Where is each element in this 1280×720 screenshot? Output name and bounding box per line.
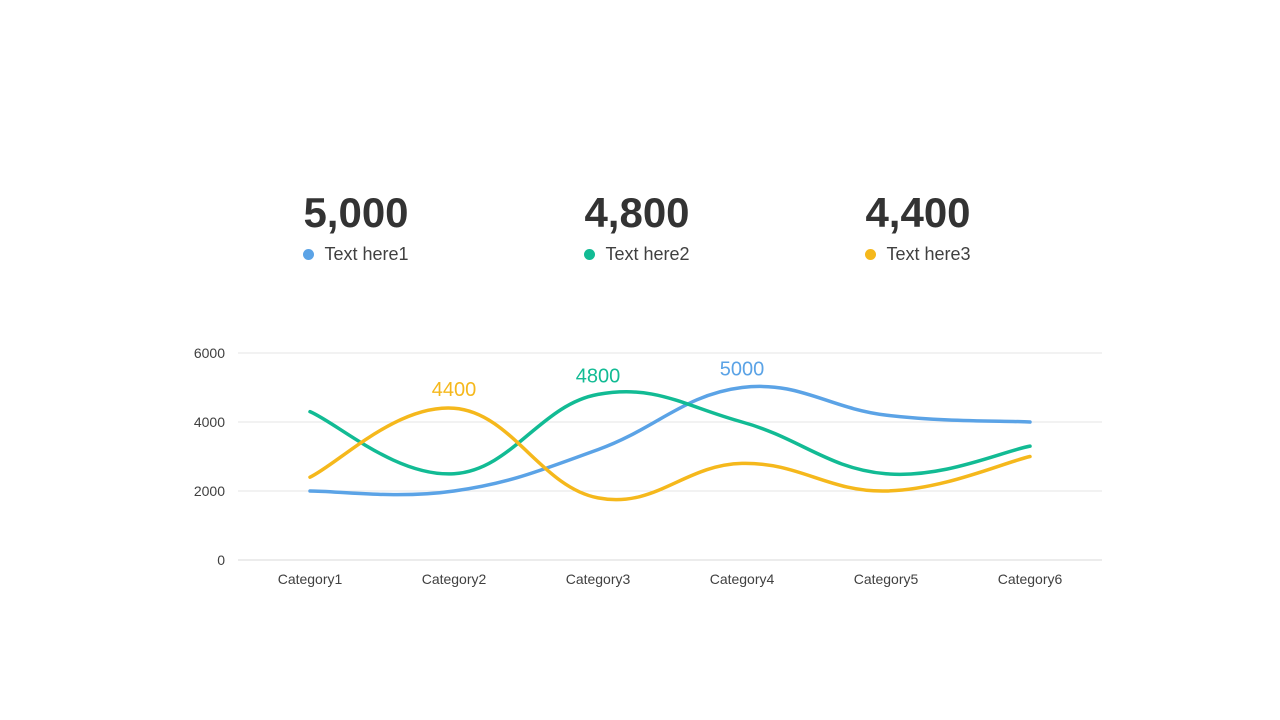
- data-label-2: 4800: [576, 365, 621, 387]
- y-tick-label: 2000: [194, 483, 225, 499]
- stat-label-2: Text here2: [605, 244, 690, 264]
- x-tick-label: Category2: [422, 571, 487, 587]
- x-tick-label: Category1: [278, 571, 343, 587]
- stat-label-1: Text here1: [324, 244, 409, 264]
- legend-dot-icon: [584, 249, 596, 260]
- stat-legend-2: Text here2: [507, 244, 767, 265]
- legend-dot-icon: [303, 249, 315, 260]
- stat-legend-1: Text here1: [226, 244, 486, 265]
- x-tick-label: Category6: [998, 571, 1063, 587]
- stat-value-3: 4,400: [865, 189, 971, 236]
- y-tick-label: 0: [217, 552, 225, 568]
- x-tick-label: Category3: [566, 571, 631, 587]
- series-line-1: [308, 384, 1032, 497]
- series-line-2: [308, 390, 1032, 477]
- stat-block-1: 5,000 Text here1: [226, 188, 486, 265]
- series-line-3: [308, 406, 1032, 502]
- data-label-3: 4400: [432, 379, 477, 401]
- stat-label-3: Text here3: [886, 244, 971, 264]
- stat-block-2: 4,800 Text here2: [507, 188, 767, 265]
- y-tick-label: 4000: [194, 414, 225, 430]
- stat-value-1: 5,000: [303, 189, 409, 236]
- stat-value-2: 4,800: [584, 189, 690, 236]
- legend-dot-icon: [865, 249, 877, 260]
- x-tick-label: Category4: [710, 571, 775, 587]
- stat-legend-3: Text here3: [788, 244, 1048, 265]
- data-label-1: 5000: [720, 359, 765, 381]
- y-tick-label: 6000: [194, 345, 225, 361]
- stat-block-3: 4,400 Text here3: [788, 188, 1048, 265]
- x-tick-label: Category5: [854, 571, 919, 587]
